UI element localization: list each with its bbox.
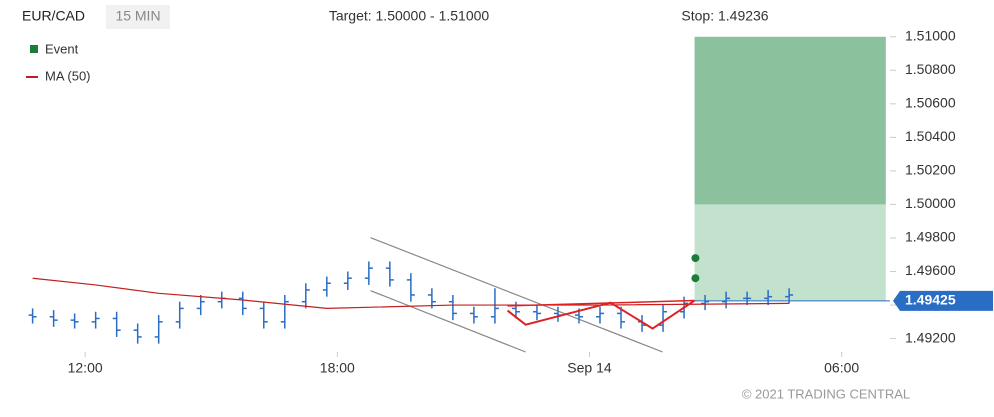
- x-tick-label: 18:00: [320, 360, 355, 376]
- stop-text: Stop: 1.49236: [681, 8, 768, 24]
- event-dot: [691, 274, 700, 283]
- last-price-box: [893, 290, 993, 311]
- target-zone: [694, 36, 886, 205]
- target-text: Target: 1.50000 - 1.51000: [329, 8, 490, 24]
- ma-line: [32, 277, 790, 310]
- legend-ma: MA (50): [45, 68, 91, 83]
- y-tick-label: 1.51000: [905, 27, 956, 43]
- y-tick-label: 1.50200: [905, 162, 956, 178]
- y-tick-label: 1.50800: [905, 61, 956, 77]
- channel-line: [370, 237, 663, 353]
- y-tick-label: 1.50000: [905, 195, 956, 211]
- entry-zone: [694, 204, 886, 301]
- channel-line: [370, 290, 526, 353]
- pattern-line: [506, 299, 696, 330]
- x-tick-label: Sep 14: [567, 360, 612, 376]
- legend-event-swatch: [30, 45, 38, 53]
- interval-box: [106, 5, 170, 29]
- symbol: EUR/CAD: [22, 8, 85, 24]
- y-tick-label: 1.50600: [905, 95, 956, 111]
- y-tick-label: 1.49800: [905, 229, 956, 245]
- y-tick-label: 1.50400: [905, 128, 956, 144]
- x-tick-label: 12:00: [68, 360, 103, 376]
- copyright: © 2021 TRADING CENTRAL: [742, 386, 910, 401]
- y-tick-label: 1.49600: [905, 262, 956, 278]
- event-dot: [691, 254, 700, 263]
- last-price-label: 1.49425: [905, 292, 956, 308]
- pattern-top: [507, 299, 695, 307]
- interval: 15 MIN: [115, 8, 160, 24]
- y-tick-label: 1.49200: [905, 329, 956, 345]
- x-tick-label: 06:00: [824, 360, 859, 376]
- legend-event: Event: [45, 41, 79, 56]
